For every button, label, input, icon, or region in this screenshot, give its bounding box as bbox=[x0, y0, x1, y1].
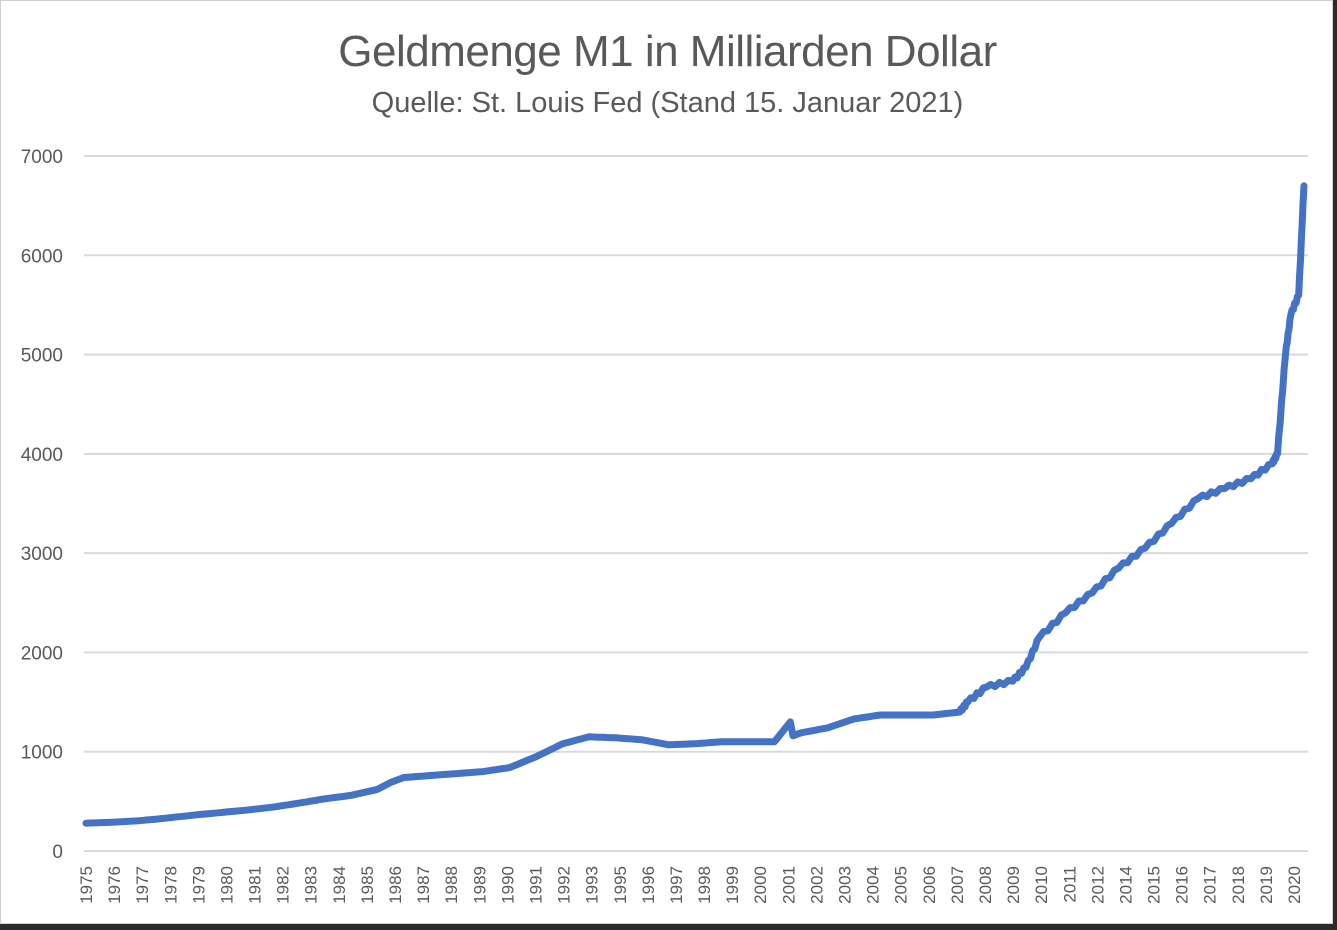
x-tick-label: 1977 bbox=[133, 866, 152, 904]
x-tick-label: 1990 bbox=[498, 866, 517, 904]
x-tick-label: 1985 bbox=[358, 866, 377, 904]
line-m1 bbox=[82, 182, 1308, 827]
y-tick-label: 4000 bbox=[21, 445, 63, 466]
y-axis: 0 1000 2000 3000 4000 5000 6000 7000 bbox=[21, 147, 63, 863]
x-tick-label: 1989 bbox=[470, 866, 489, 904]
y-tick-label: 3000 bbox=[21, 544, 63, 565]
x-tick-label: 2003 bbox=[836, 866, 855, 904]
x-tick-label: 1975 bbox=[77, 866, 96, 904]
x-tick-label: 1983 bbox=[302, 866, 321, 904]
x-tick-label: 2007 bbox=[948, 866, 967, 904]
x-tick-label: 1996 bbox=[639, 866, 658, 904]
x-tick-label: 2011 bbox=[1060, 866, 1079, 903]
x-tick-label: 1992 bbox=[555, 866, 574, 904]
x-tick-label: 2001 bbox=[779, 866, 798, 904]
x-tick-label: 2005 bbox=[892, 866, 911, 904]
x-tick-label: 1981 bbox=[246, 866, 265, 904]
x-tick-label: 1997 bbox=[667, 866, 686, 904]
x-tick-label: 2017 bbox=[1201, 866, 1220, 904]
x-tick-label: 2008 bbox=[976, 866, 995, 904]
chart-title: Geldmenge M1 in Milliarden Dollar bbox=[338, 27, 997, 76]
x-tick-label: 1988 bbox=[442, 866, 461, 904]
y-tick-label: 2000 bbox=[21, 643, 63, 664]
x-tick-label: 1987 bbox=[414, 866, 433, 904]
x-tick-label: 2015 bbox=[1145, 866, 1164, 904]
x-tick-label: 2012 bbox=[1088, 866, 1107, 904]
x-tick-label: 1976 bbox=[105, 866, 124, 904]
x-tick-label: 2002 bbox=[807, 866, 826, 904]
y-tick-label: 5000 bbox=[21, 346, 63, 367]
x-tick-label: 2000 bbox=[751, 866, 770, 904]
x-tick-label: 1999 bbox=[723, 866, 742, 904]
y-tick-label: 7000 bbox=[21, 147, 63, 168]
x-tick-label: 1979 bbox=[189, 866, 208, 904]
x-tick-label: 2009 bbox=[1004, 866, 1023, 904]
x-tick-label: 2020 bbox=[1285, 866, 1304, 904]
x-tick-label: 1995 bbox=[611, 866, 630, 904]
series-m1 bbox=[82, 182, 1308, 827]
x-tick-label: 2010 bbox=[1032, 866, 1051, 904]
x-tick-label: 2016 bbox=[1173, 866, 1192, 904]
x-tick-label: 1982 bbox=[274, 866, 293, 904]
y-tick-label: 1000 bbox=[21, 743, 63, 764]
chart-subtitle: Quelle: St. Louis Fed (Stand 15. Januar … bbox=[371, 87, 964, 119]
y-tick-label: 0 bbox=[52, 842, 63, 863]
x-tick-label: 2014 bbox=[1116, 866, 1135, 904]
y-tick-label: 6000 bbox=[21, 246, 63, 267]
x-tick-label: 2004 bbox=[864, 866, 883, 904]
x-tick-label: 1980 bbox=[217, 866, 236, 904]
x-tick-label: 1998 bbox=[695, 866, 714, 904]
x-axis: 1975 1976 1977 1978 1979 1980 1981 1982 1983 1984… bbox=[77, 866, 1304, 904]
x-tick-label: 1993 bbox=[583, 866, 602, 904]
x-tick-label: 1986 bbox=[386, 866, 405, 904]
x-tick-label: 2018 bbox=[1229, 866, 1248, 904]
x-tick-label: 1978 bbox=[161, 866, 180, 904]
x-tick-label: 1984 bbox=[330, 866, 349, 904]
x-tick-label: 2019 bbox=[1257, 866, 1276, 904]
gridlines bbox=[84, 155, 1308, 852]
x-tick-label: 1991 bbox=[526, 866, 545, 904]
x-tick-label: 2006 bbox=[920, 866, 939, 904]
